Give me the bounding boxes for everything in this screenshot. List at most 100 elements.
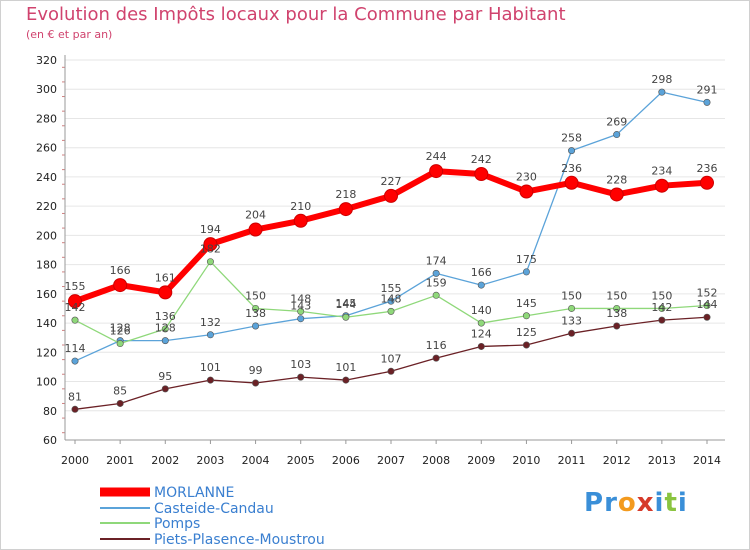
data-label: 228: [606, 173, 627, 186]
x-tick-label: 2002: [151, 454, 179, 467]
data-point: [206, 376, 214, 384]
data-label: 152: [697, 287, 718, 300]
data-point: [564, 175, 579, 190]
x-tick-label: 2009: [467, 454, 495, 467]
data-label: 126: [110, 325, 131, 338]
y-tick-label: 320: [36, 54, 57, 67]
data-point: [700, 175, 714, 190]
data-point: [161, 325, 169, 333]
data-point: [297, 315, 305, 323]
y-tick-label: 280: [36, 112, 57, 125]
data-label: 227: [381, 175, 402, 188]
data-point: [158, 285, 173, 300]
data-label: 136: [155, 310, 176, 323]
legend-label: Piets-Plasence-Moustrou: [154, 532, 325, 548]
data-point: [338, 202, 353, 217]
data-label: 175: [516, 253, 537, 266]
data-point: [432, 269, 440, 277]
chart-subtitle: (en € et par an): [26, 28, 113, 41]
data-point: [387, 297, 395, 305]
data-point: [161, 337, 169, 345]
legend-label: Casteide-Candau: [154, 501, 274, 517]
data-label: 166: [471, 266, 492, 279]
data-label: 155: [65, 280, 86, 293]
data-label: 124: [471, 327, 492, 340]
data-point: [116, 399, 124, 407]
axes: 60 80 100 120 140 160 180 200 220 240 260 280 300 320…: [36, 54, 725, 467]
data-label: 194: [200, 223, 221, 236]
data-label: 81: [68, 390, 82, 403]
data-point: [342, 376, 350, 384]
y-tick-label: 100: [36, 376, 57, 389]
x-tick-label: 2012: [603, 454, 631, 467]
data-label: 143: [290, 300, 311, 313]
x-tick-label: 2014: [693, 454, 721, 467]
data-point: [387, 367, 395, 375]
data-point: [703, 302, 711, 310]
data-label: 145: [335, 297, 356, 310]
x-tick-label: 2011: [558, 454, 586, 467]
y-tick-label: 260: [36, 142, 57, 155]
data-label: 258: [561, 132, 582, 145]
logo-letter: i: [654, 488, 665, 518]
data-label: 298: [651, 73, 672, 86]
data-label: 101: [335, 361, 356, 374]
logo-letter: P: [584, 488, 605, 518]
x-tick-label: 2013: [648, 454, 676, 467]
data-label: 291: [697, 83, 718, 96]
data-label: 99: [249, 364, 263, 377]
data-label: 148: [290, 292, 311, 305]
logo-letter: r: [604, 488, 618, 518]
data-label: 148: [381, 292, 402, 305]
data-label: 144: [697, 298, 718, 311]
data-label: 230: [516, 171, 537, 184]
data-point: [568, 147, 576, 155]
data-label: 125: [516, 326, 537, 339]
data-label: 114: [65, 342, 86, 355]
data-label: 174: [426, 254, 447, 267]
data-point: [432, 354, 440, 362]
data-point: [568, 329, 576, 337]
data-label: 140: [471, 304, 492, 317]
data-point: [703, 98, 711, 106]
data-point: [116, 340, 124, 348]
data-point: [71, 405, 79, 413]
logo-letter: x: [636, 488, 655, 518]
data-point: [429, 164, 444, 179]
x-tick-label: 2003: [196, 454, 224, 467]
x-tick-label: 2005: [287, 454, 315, 467]
data-labels: 155 166 161 194 204 210 218 227 244 242 230 236 228 2…: [65, 73, 718, 403]
logo-letter: o: [617, 488, 637, 518]
data-label: 150: [561, 289, 582, 302]
data-label: 144: [335, 298, 356, 311]
data-label: 210: [290, 200, 311, 213]
data-label: 204: [245, 209, 266, 222]
data-point: [297, 307, 305, 315]
data-point: [113, 278, 128, 293]
proxiti-logo: Proxiti: [584, 488, 688, 518]
data-point: [609, 187, 624, 202]
data-label: 242: [471, 153, 492, 166]
data-label: 234: [651, 165, 672, 178]
x-tick-label: 2007: [377, 454, 405, 467]
y-tick-label: 220: [36, 200, 57, 213]
data-point: [248, 222, 263, 237]
data-label: 269: [606, 116, 627, 129]
data-point: [432, 291, 440, 299]
data-point: [658, 88, 666, 96]
data-point: [293, 213, 308, 228]
data-point: [206, 331, 214, 339]
y-tick-label: 120: [36, 346, 57, 359]
data-point: [252, 379, 260, 387]
data-point: [658, 316, 666, 324]
y-tick-label: 240: [36, 171, 57, 184]
y-tick-label: 300: [36, 83, 57, 96]
data-point: [342, 313, 350, 321]
y-tick-label: 60: [43, 434, 57, 447]
data-point: [297, 373, 305, 381]
data-point: [477, 342, 485, 350]
data-label: 103: [290, 358, 311, 371]
data-label: 101: [200, 361, 221, 374]
data-label: 161: [155, 271, 176, 284]
